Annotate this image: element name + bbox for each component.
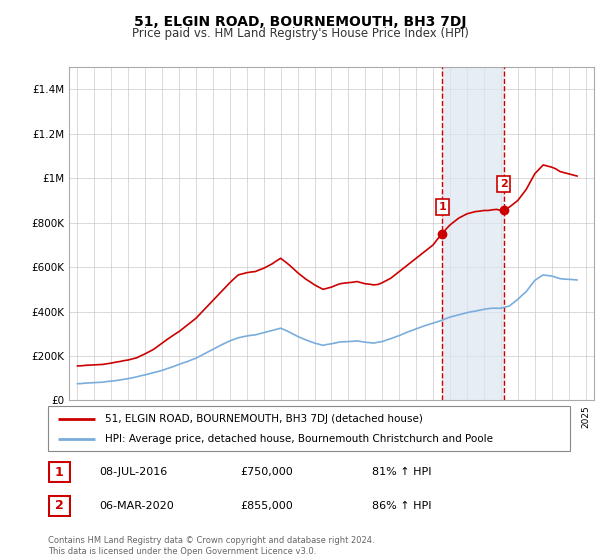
Text: 86% ↑ HPI: 86% ↑ HPI [372, 501, 431, 511]
Text: 2: 2 [55, 499, 64, 512]
Text: Price paid vs. HM Land Registry's House Price Index (HPI): Price paid vs. HM Land Registry's House … [131, 27, 469, 40]
FancyBboxPatch shape [48, 406, 570, 451]
Text: 81% ↑ HPI: 81% ↑ HPI [372, 467, 431, 477]
Text: 06-MAR-2020: 06-MAR-2020 [99, 501, 174, 511]
Text: 1: 1 [439, 202, 446, 212]
Text: 08-JUL-2016: 08-JUL-2016 [99, 467, 167, 477]
Text: 51, ELGIN ROAD, BOURNEMOUTH, BH3 7DJ (detached house): 51, ELGIN ROAD, BOURNEMOUTH, BH3 7DJ (de… [106, 413, 423, 423]
Text: £855,000: £855,000 [240, 501, 293, 511]
Text: 1: 1 [55, 465, 64, 479]
FancyBboxPatch shape [49, 496, 70, 516]
FancyBboxPatch shape [49, 462, 70, 482]
Bar [442, 67, 504, 400]
Text: 2: 2 [500, 179, 508, 189]
Text: £750,000: £750,000 [240, 467, 293, 477]
Text: 51, ELGIN ROAD, BOURNEMOUTH, BH3 7DJ: 51, ELGIN ROAD, BOURNEMOUTH, BH3 7DJ [134, 15, 466, 29]
Text: HPI: Average price, detached house, Bournemouth Christchurch and Poole: HPI: Average price, detached house, Bour… [106, 433, 493, 444]
Text: Contains HM Land Registry data © Crown copyright and database right 2024.
This d: Contains HM Land Registry data © Crown c… [48, 536, 374, 556]
